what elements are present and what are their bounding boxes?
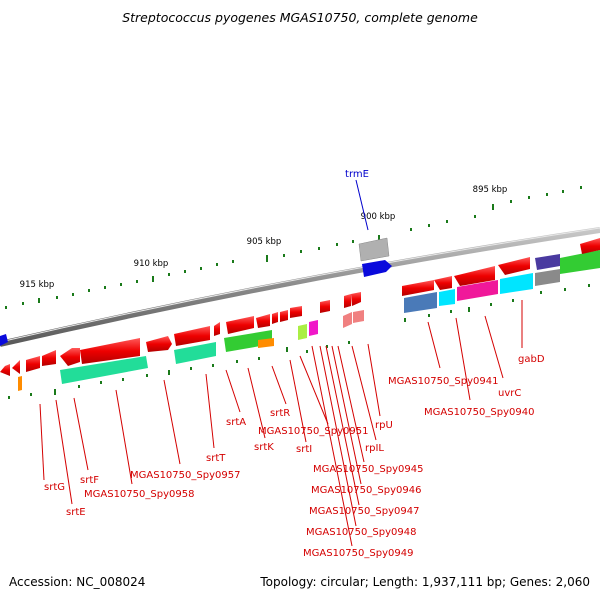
gene-label-spy0946: MGAS10750_Spy0946 — [311, 485, 421, 496]
cds-left-10[interactable] — [226, 316, 254, 334]
cds-left-2[interactable] — [12, 360, 20, 374]
cds-red-small-3[interactable] — [320, 300, 330, 313]
gene-label-spy0958: MGAS10750_Spy0958 — [84, 489, 194, 500]
feature-grey-block[interactable] — [358, 237, 390, 262]
cds-magenta-small[interactable] — [309, 320, 318, 336]
cds-left-13[interactable] — [280, 310, 288, 322]
trmE-leader — [355, 179, 369, 231]
gene-label-spy0949: MGAS10750_Spy0949 — [303, 548, 413, 559]
inner-ticks — [8, 284, 590, 399]
gene-label-spy0940: MGAS10750_Spy0940 — [424, 407, 534, 418]
cds-left-8[interactable] — [174, 326, 210, 346]
scale-label-915: 915 kbp — [20, 280, 55, 290]
gene-label-srtK: srtK — [254, 442, 274, 453]
cds-blue-left[interactable] — [0, 334, 8, 346]
cds-red-small-1[interactable] — [344, 294, 351, 308]
gene-label-rpU: rpU — [375, 420, 393, 431]
gene-label-srtI: srtI — [296, 444, 312, 455]
cds-uvrC-block[interactable] — [457, 280, 498, 301]
cds-left-3[interactable] — [26, 356, 40, 372]
gene-label-srtR: srtR — [270, 408, 290, 419]
cds-right-3[interactable] — [454, 266, 495, 286]
scale-label-905: 905 kbp — [247, 237, 282, 247]
cds-spy0941-block[interactable] — [404, 292, 437, 313]
cds-left-6[interactable] — [80, 338, 140, 364]
genome-title: Streptococcus pyogenes MGAS10750, comple… — [122, 10, 478, 25]
genome-summary-text: Topology: circular; Length: 1,937,111 bp… — [259, 575, 590, 589]
gene-label-spy0951: MGAS10750_Spy0951 — [258, 426, 368, 437]
cds-left-11[interactable] — [256, 314, 270, 328]
cds-srtK-block[interactable] — [258, 338, 274, 348]
genome-backbone — [0, 227, 600, 347]
cds-red-small-2[interactable] — [351, 292, 361, 306]
cds-pink-small-1[interactable] — [343, 312, 352, 328]
cds-left-14[interactable] — [290, 306, 302, 318]
gene-label-srtG: srtG — [44, 482, 65, 493]
cds-right-green[interactable] — [560, 250, 600, 274]
gene-label-srtA: srtA — [226, 417, 246, 428]
scale-label-910: 910 kbp — [134, 259, 169, 269]
cds-lime-small[interactable] — [298, 324, 307, 340]
scale-label-895: 895 kbp — [473, 185, 508, 195]
accession-text: Accession: NC_008024 — [9, 575, 145, 589]
genome-backbone-highlight — [0, 227, 600, 343]
gene-label-rpIL: rpIL — [365, 443, 384, 454]
gene-leader-lines — [39, 300, 523, 547]
gene-label-spy0957: MGAS10750_Spy0957 — [130, 470, 240, 481]
cds-right-5[interactable] — [580, 238, 600, 254]
gene-label-spy0945: MGAS10750_Spy0945 — [313, 464, 423, 475]
cds-left-12[interactable] — [272, 312, 278, 324]
gene-label-uvrC: uvrC — [498, 388, 521, 399]
cds-left-5[interactable] — [60, 348, 80, 366]
gene-label-gabD: gabD — [518, 354, 545, 365]
cds-left-4[interactable] — [42, 350, 56, 366]
cds-right-1[interactable] — [402, 280, 434, 296]
cds-srtA-block[interactable] — [224, 330, 272, 352]
cds-right-2[interactable] — [434, 276, 452, 290]
cds-pink-small-2[interactable] — [353, 310, 364, 323]
gene-label-trmE: trmE — [345, 169, 369, 180]
cds-right-purple[interactable] — [535, 254, 560, 270]
cds-cyan-small[interactable] — [439, 289, 455, 306]
gene-label-srtF: srtF — [80, 475, 99, 486]
trmE-arrow[interactable] — [362, 260, 392, 277]
cds-spy0958-block[interactable] — [60, 356, 148, 384]
gene-label-spy0948: MGAS10750_Spy0948 — [306, 527, 416, 538]
cds-srtT-block[interactable] — [174, 342, 216, 364]
cds-right-4[interactable] — [498, 257, 530, 275]
gene-label-srtT: srtT — [206, 453, 226, 464]
gene-label-spy0947: MGAS10750_Spy0947 — [309, 506, 419, 517]
cds-left-1[interactable] — [0, 364, 10, 376]
cds-cyan-large[interactable] — [500, 273, 533, 294]
cds-orange-left[interactable] — [18, 376, 22, 391]
cds-grey-right[interactable] — [535, 269, 560, 286]
scale-label-900: 900 kbp — [361, 212, 396, 222]
cds-left-7[interactable] — [146, 336, 172, 352]
scale-ticks — [5, 186, 582, 309]
gene-label-spy0941: MGAS10750_Spy0941 — [388, 376, 498, 387]
gene-label-srtE: srtE — [66, 507, 86, 518]
cds-left-9[interactable] — [214, 322, 220, 336]
